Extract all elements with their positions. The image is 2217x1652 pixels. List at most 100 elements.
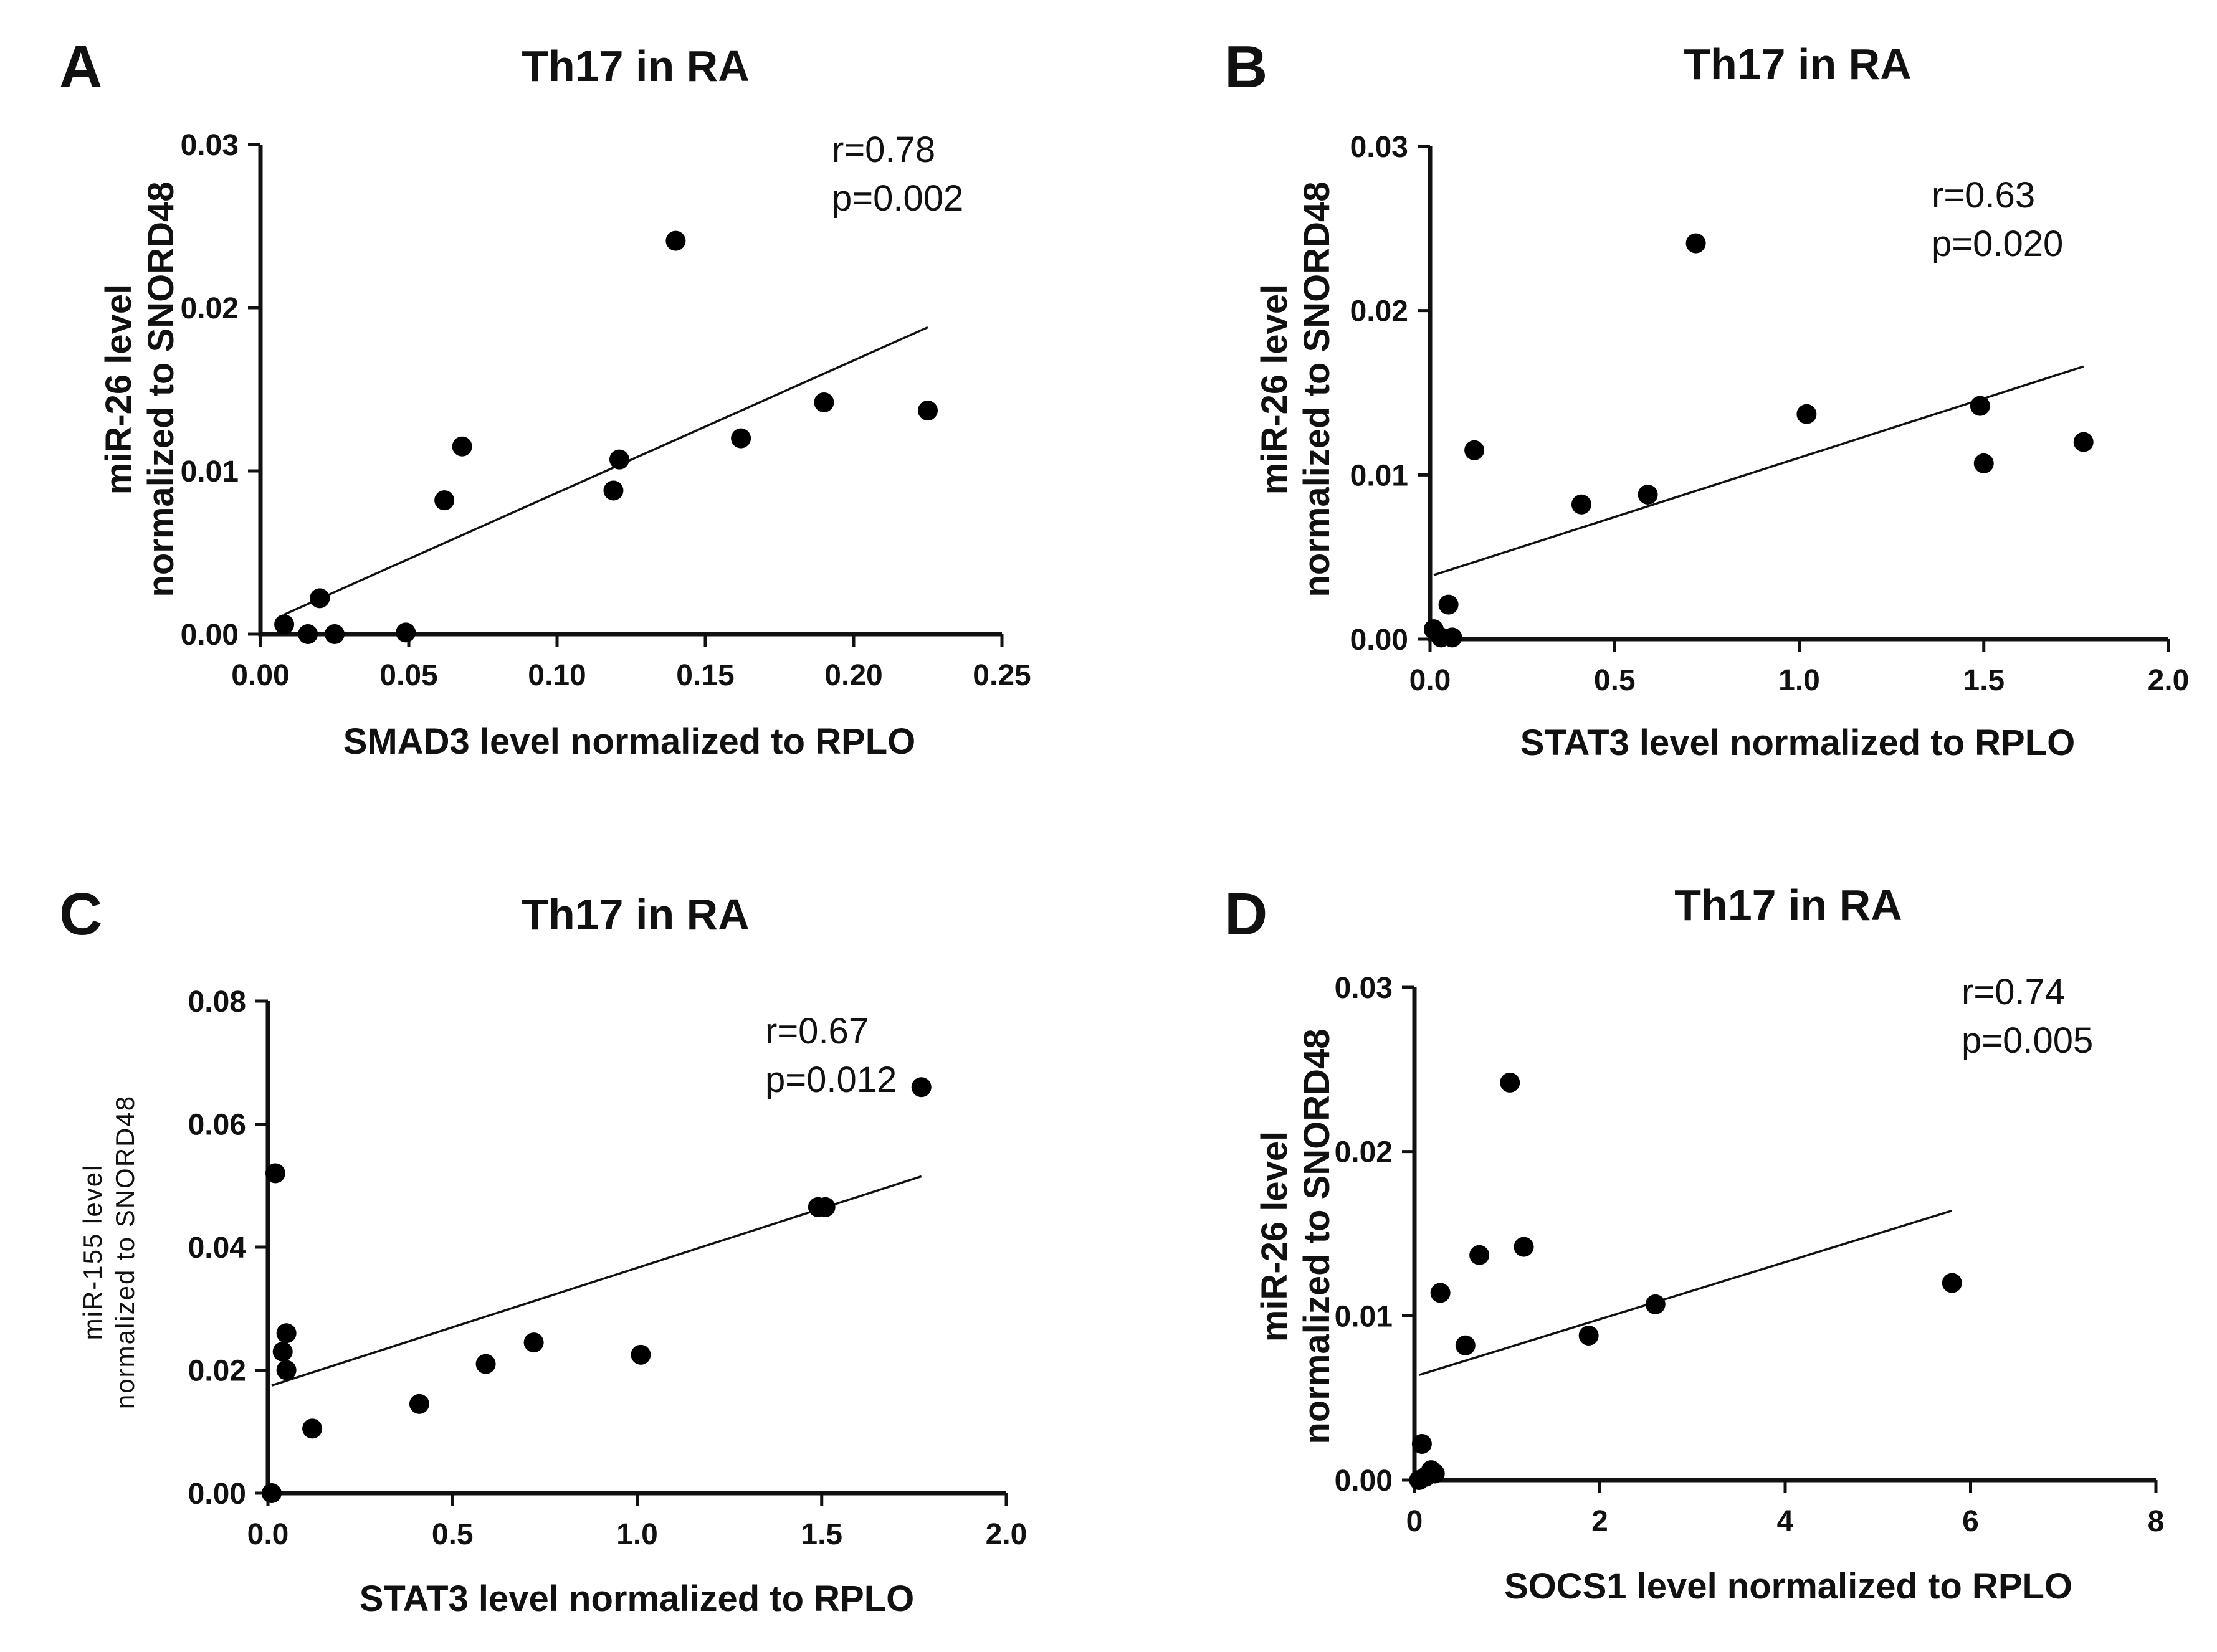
x-tick-label: 0.0 (1409, 664, 1451, 697)
data-point (325, 624, 345, 644)
y-tick-label: 0.02 (1335, 1136, 1393, 1169)
x-axis-label: STAT3 level normalized to RPLO (360, 1578, 915, 1619)
data-point (815, 1197, 836, 1217)
data-point (1571, 494, 1591, 515)
data-point (276, 1360, 297, 1380)
y-tick-label: 0.06 (188, 1109, 246, 1142)
panel-b: B Th17 in RA 0.0 0.5 1.0 1.5 2.0 0.00 0.01 0.02 0.… (1224, 34, 2189, 763)
data-point (409, 1393, 429, 1414)
data-point (631, 1344, 651, 1365)
regression-line (284, 326, 928, 616)
data-point (603, 480, 624, 501)
data-point (609, 449, 629, 470)
x-tick-label: 0.15 (676, 659, 734, 692)
data-point (261, 1483, 282, 1503)
data-point (272, 1341, 293, 1362)
x-tick-label: 0 (1406, 1505, 1423, 1538)
x-tick-label: 8 (2148, 1505, 2165, 1538)
y-axis-label: miR-26 levelnormalized to SNORD48 (98, 181, 181, 597)
x-tick-label: 4 (1777, 1505, 1794, 1538)
data-point (1411, 1433, 1432, 1454)
data-point (1645, 1294, 1666, 1314)
data-point (665, 230, 686, 251)
data-point (1438, 594, 1459, 615)
data-point (918, 401, 938, 421)
data-point (276, 1323, 297, 1344)
y-tick-label: 0.00 (188, 1478, 246, 1511)
correlation-r: r=0.74 (1962, 972, 2065, 1012)
x-tick-label: 6 (1962, 1505, 1979, 1538)
x-axis-label: SOCS1 level normalized to RPLO (1504, 1566, 2072, 1607)
y-tick-label: 0.00 (1335, 1464, 1393, 1498)
x-tick-label: 2.0 (986, 1518, 1027, 1551)
y-axis-label: miR-26 levelnormalized to SNORD48 (1254, 181, 1337, 597)
data-point (1638, 484, 1658, 505)
x-tick-label: 1.5 (801, 1518, 842, 1551)
data-point (274, 614, 295, 635)
p-value: p=0.020 (1932, 224, 2063, 264)
y-axis-label-line: normalized to SNORD48 (1297, 1028, 1337, 1444)
data-point (1500, 1072, 1520, 1093)
x-axis-label: STAT3 level normalized to RPLO (1520, 723, 2076, 763)
data-point (814, 392, 834, 412)
y-axis-label-line: miR-155 level (78, 1164, 107, 1341)
p-value: p=0.002 (832, 178, 963, 219)
data-point (265, 1163, 285, 1184)
correlation-r: r=0.67 (765, 1011, 869, 1051)
x-tick-label: 0.0 (247, 1518, 289, 1551)
x-axis-label: SMAD3 level normalized to RPLO (343, 721, 916, 762)
panel-d: D Th17 in RA 0 2 4 6 8 0.00 0.01 0.02 0.03 SOCS1 le… (1224, 881, 2164, 1607)
y-axis-label-line: miR-26 level (1254, 1131, 1295, 1342)
y-tick-label: 0.02 (181, 292, 239, 325)
x-tick-label: 0.20 (824, 659, 882, 692)
chart-title: Th17 in RA (1684, 40, 1912, 88)
x-tick-label: 0.25 (973, 659, 1031, 692)
data-point (1970, 396, 1990, 416)
y-axis-label-line: miR-26 level (1254, 284, 1295, 495)
y-tick-label: 0.00 (1350, 624, 1408, 657)
x-tick-label: 0.5 (1594, 664, 1636, 697)
correlation-r: r=0.78 (832, 130, 935, 170)
data-point (1424, 1463, 1445, 1484)
data-point (1514, 1237, 1534, 1257)
p-value: p=0.005 (1962, 1020, 2093, 1061)
y-tick-label: 0.03 (1335, 972, 1393, 1005)
y-axis-label-line: miR-26 level (98, 284, 139, 495)
y-axis-label: miR-26 levelnormalized to SNORD48 (1254, 1028, 1337, 1444)
panel-letter: A (59, 34, 102, 100)
panel-c: C Th17 in RA 0.0 0.5 1.0 1.5 2.0 0.00 0.02 0.04 0.… (59, 881, 1027, 1619)
y-tick-label: 0.01 (181, 455, 239, 488)
data-point (911, 1077, 932, 1098)
correlation-r: r=0.63 (1932, 175, 2035, 216)
x-tick-label: 0.00 (231, 659, 289, 692)
data-point (731, 428, 751, 449)
x-tick-label: 0.05 (379, 659, 437, 692)
x-tick-label: 1.0 (1778, 664, 1820, 697)
y-axis-label-line: normalized to SNORD48 (110, 1095, 140, 1409)
y-tick-label: 0.03 (1350, 131, 1408, 164)
regression-line (1418, 1209, 1953, 1376)
x-tick-label: 0.5 (432, 1518, 474, 1551)
y-axis-label-line: normalized to SNORD48 (141, 181, 181, 597)
chart-title: Th17 in RA (522, 42, 750, 90)
chart-title: Th17 in RA (1674, 881, 1902, 929)
y-tick-label: 0.02 (1350, 295, 1408, 328)
panel-a: A Th17 in RA 0.00 0.05 0.10 0.15 0.20 0.25 0.00 0… (59, 34, 1031, 762)
data-point (1464, 440, 1485, 460)
chart-title: Th17 in RA (522, 890, 750, 939)
y-tick-label: 0.03 (181, 129, 239, 162)
data-point (310, 588, 330, 609)
y-axis-label-line: normalized to SNORD48 (1297, 181, 1337, 597)
x-tick-label: 0.10 (528, 659, 586, 692)
data-point (1796, 404, 1817, 424)
data-point (396, 622, 416, 643)
data-point (1942, 1273, 1962, 1293)
p-value: p=0.012 (765, 1060, 897, 1100)
panel-letter: B (1224, 34, 1267, 100)
data-point (1685, 233, 1706, 254)
panel-letter: C (59, 881, 102, 947)
data-point (1455, 1335, 1476, 1355)
data-point (523, 1332, 544, 1353)
data-point (1442, 627, 1462, 648)
y-axis-label: miR-155 level normalized to SNORD48 (78, 1095, 140, 1409)
